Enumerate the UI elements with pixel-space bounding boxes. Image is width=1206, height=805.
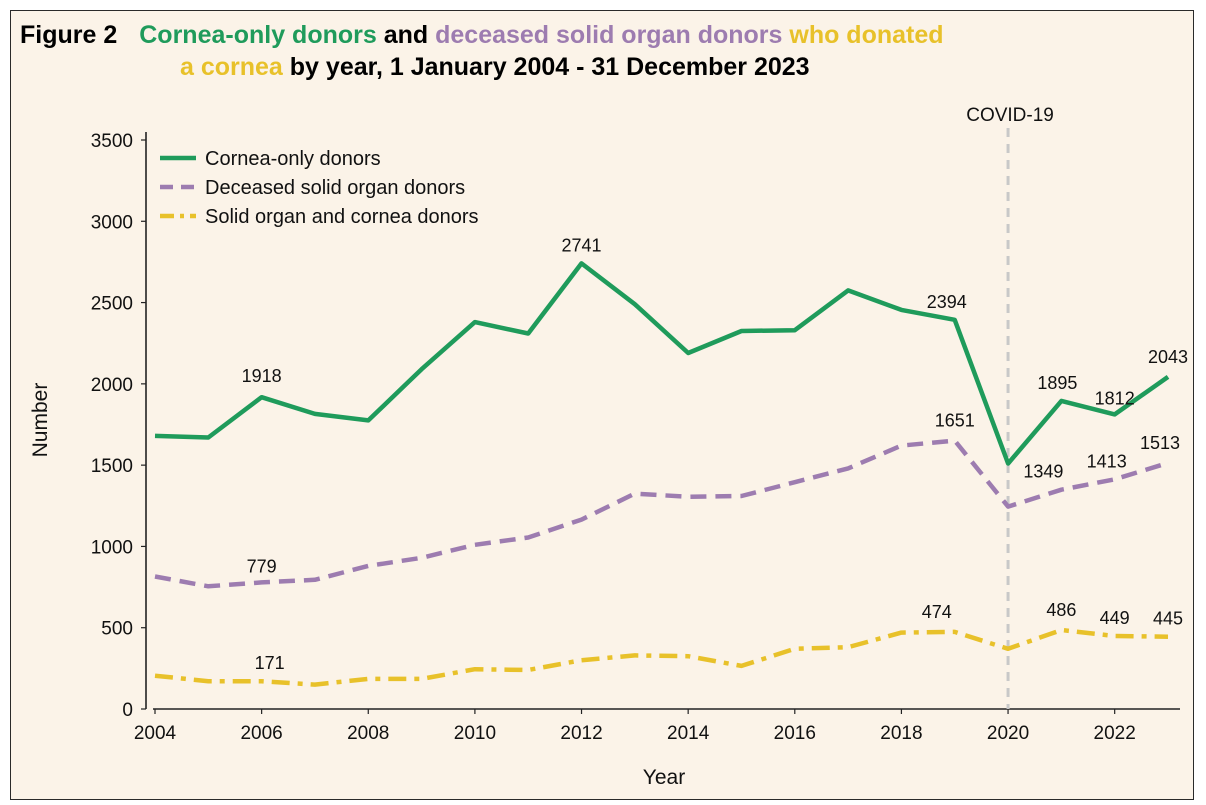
x-axis-title: Year bbox=[643, 766, 685, 789]
y-tick-label: 500 bbox=[101, 619, 133, 640]
data-label: 2394 bbox=[927, 292, 967, 312]
x-tick-label: 2006 bbox=[240, 723, 282, 744]
y-tick-label: 1500 bbox=[91, 456, 133, 477]
title-period: by year, 1 January 2004 - 31 December 20… bbox=[282, 53, 810, 81]
series-line-1 bbox=[154, 438, 1169, 589]
covid-annotation: COVID-19 bbox=[966, 105, 1054, 709]
x-tick-label: 2014 bbox=[667, 723, 710, 744]
title-a-cornea: a cornea bbox=[180, 53, 283, 81]
figure-label: Figure 2 bbox=[20, 21, 118, 49]
x-tick-label: 2012 bbox=[560, 723, 602, 744]
data-label: 1651 bbox=[935, 411, 975, 431]
y-tick-label: 3500 bbox=[91, 131, 133, 152]
data-labels: 1918 2741 2394 1895 1812 2043 779 1651 1349 1413 1… bbox=[242, 235, 1188, 673]
data-label: 1349 bbox=[1023, 462, 1063, 482]
x-tick-label: 2018 bbox=[880, 723, 922, 744]
chart-title: Figure 2 Cornea-only donors and deceased … bbox=[20, 19, 944, 83]
series-line-2 bbox=[154, 627, 1169, 687]
x-tick-label: 2020 bbox=[987, 723, 1029, 744]
data-label: 474 bbox=[922, 602, 952, 622]
data-label: 1895 bbox=[1037, 373, 1077, 393]
x-tick-label: 2008 bbox=[347, 723, 389, 744]
y-tick-label: 3000 bbox=[91, 212, 133, 233]
title-and: and bbox=[376, 21, 436, 49]
legend-label-1: Deceased solid organ donors bbox=[205, 177, 465, 199]
x-tick-label: 2004 bbox=[134, 723, 177, 744]
y-tick-label: 2000 bbox=[91, 375, 133, 396]
x-tick-label: 2010 bbox=[454, 723, 496, 744]
x-tick-label: 2016 bbox=[774, 723, 816, 744]
title-cornea: Cornea-only donors bbox=[139, 21, 377, 49]
data-label: 445 bbox=[1153, 609, 1183, 629]
x-tick-label: 2022 bbox=[1094, 723, 1136, 744]
y-axis-title: Number bbox=[29, 383, 52, 458]
data-label: 2741 bbox=[562, 235, 602, 255]
y-tick-label: 1000 bbox=[91, 537, 133, 558]
series-line-0 bbox=[154, 261, 1170, 466]
legend-label-2: Solid organ and cornea donors bbox=[205, 206, 479, 228]
series-lines bbox=[154, 261, 1170, 687]
title-who-donated: who donated bbox=[782, 21, 944, 49]
figure-frame bbox=[10, 10, 1194, 800]
data-label: 2043 bbox=[1148, 347, 1188, 367]
title-line-2: a cornea by year, 1 January 2004 - 31 De… bbox=[20, 51, 944, 83]
legend-label-0: Cornea-only donors bbox=[205, 148, 381, 170]
legend: Cornea-only donors Deceased solid organ d… bbox=[160, 148, 479, 228]
data-label: 449 bbox=[1100, 608, 1130, 628]
data-label: 171 bbox=[255, 653, 285, 673]
data-label: 779 bbox=[247, 556, 277, 576]
y-tick-label: 2500 bbox=[91, 294, 133, 315]
data-label: 1812 bbox=[1095, 388, 1135, 408]
data-label: 1513 bbox=[1140, 433, 1180, 453]
data-label: 1413 bbox=[1087, 451, 1127, 471]
data-label: 1918 bbox=[242, 366, 282, 386]
title-organ: deceased solid organ donors bbox=[435, 21, 783, 49]
covid-label: COVID-19 bbox=[966, 105, 1054, 126]
y-tick-label: 0 bbox=[122, 700, 133, 721]
data-label: 486 bbox=[1046, 600, 1076, 620]
